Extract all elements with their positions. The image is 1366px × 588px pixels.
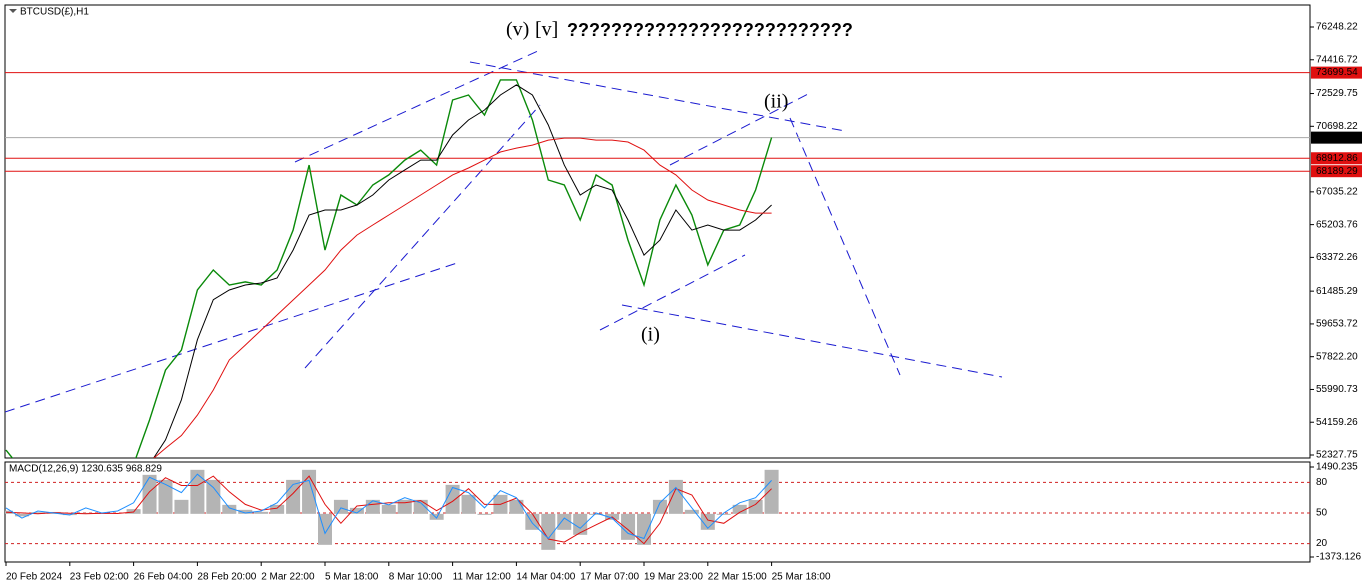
- x-tick-label: 25 Mar 18:00: [772, 572, 831, 583]
- y-tick-label: -1373.126: [1316, 552, 1361, 563]
- x-tick-label: 14 Mar 04:00: [516, 572, 575, 583]
- macd-bar: [158, 479, 173, 514]
- macd-bar: [461, 494, 476, 514]
- macd-bar: [477, 513, 492, 515]
- macd-bar: [445, 484, 460, 514]
- y-tick-label: 76248.22: [1316, 22, 1358, 33]
- wave-question: ??????????????????????????: [567, 20, 853, 40]
- macd-bar: [429, 513, 444, 520]
- level-label: 70064.90: [1316, 132, 1358, 143]
- y-tick-label: 74416.72: [1316, 54, 1358, 65]
- x-tick-label: 8 Mar 10:00: [389, 572, 443, 583]
- wave-label: (ii): [764, 91, 788, 113]
- x-tick-label: 11 Mar 12:00: [453, 572, 512, 583]
- macd-bar: [637, 513, 651, 545]
- wave-label: (i): [641, 324, 660, 346]
- y-tick-label: 65203.76: [1316, 219, 1358, 230]
- trend-line: [669, 92, 811, 166]
- macd-bar: [270, 504, 285, 514]
- main-frame: [4, 4, 1311, 459]
- x-tick-label: 2 Mar 22:00: [261, 572, 315, 583]
- y2-tick-label: 20: [1316, 538, 1328, 549]
- macd-bar: [764, 469, 779, 514]
- macd-bar: [716, 513, 731, 515]
- level-label: 68189.29: [1316, 166, 1358, 177]
- macd-bar: [732, 504, 747, 514]
- macd-bar: [621, 513, 636, 540]
- macd-title: MACD(12,26,9) 1230.635 968.829: [9, 464, 162, 475]
- level-label-box: [1311, 165, 1362, 178]
- level-label: 68912.86: [1316, 153, 1358, 164]
- x-tick-label: 19 Mar 23:00: [644, 572, 703, 583]
- x-tick-label: 26 Feb 04:00: [134, 572, 193, 583]
- macd-bar: [589, 513, 604, 515]
- price-plot: [5, 72, 1310, 458]
- macd-bar: [30, 512, 45, 514]
- macd-bar: [381, 504, 396, 514]
- trend-line: [789, 117, 901, 376]
- y-tick-label: 55990.73: [1316, 384, 1358, 395]
- indicator-line: [5, 475, 772, 545]
- macd-bar: [238, 509, 253, 514]
- macd-bar: [174, 499, 189, 514]
- level-label: 73699.54: [1316, 67, 1358, 78]
- macd-plot: [5, 469, 1310, 550]
- macd-bar: [509, 499, 524, 514]
- trend-line: [304, 104, 541, 369]
- series-line: [5, 79, 773, 458]
- level-label-box: [1311, 131, 1362, 144]
- y2-tick-label: 80: [1316, 477, 1328, 488]
- y-tick-label: 63372.26: [1316, 252, 1358, 263]
- trend-line: [294, 49, 541, 163]
- trend-line: [621, 304, 1003, 378]
- macd-bar: [557, 513, 572, 530]
- y-tick-label: 57822.20: [1316, 351, 1358, 362]
- macd-bar: [142, 474, 157, 514]
- series-line: [153, 137, 772, 458]
- series-line: [153, 84, 772, 458]
- y-tick-label: 1490.235: [1316, 462, 1358, 473]
- symbol-title: BTCUSD(£),H1: [20, 7, 89, 18]
- indicator-line: [5, 473, 772, 540]
- y-tick-label: 72529.75: [1316, 88, 1358, 99]
- x-tick-label: 20 Feb 2024: [6, 572, 63, 583]
- y-tick-label: 52327.75: [1316, 450, 1358, 461]
- macd-bar: [190, 469, 205, 514]
- y2-tick-label: 50: [1316, 508, 1328, 519]
- x-tick-label: 17 Mar 07:00: [580, 572, 639, 583]
- x-tick-label: 5 Mar 18:00: [325, 572, 379, 583]
- macd-bar: [333, 499, 348, 514]
- macd-bar: [349, 507, 364, 514]
- y-tick-label: 54159.26: [1316, 417, 1358, 428]
- x-tick-label: 23 Feb 02:00: [70, 572, 129, 583]
- macd-bar: [700, 513, 715, 530]
- level-label-box: [1311, 66, 1362, 79]
- wave-label: [v]: [535, 19, 558, 41]
- macd-bar: [222, 504, 237, 514]
- level-label-box: [1311, 152, 1362, 165]
- symbol-icon: [9, 9, 17, 13]
- y-tick-label: 59653.72: [1316, 319, 1358, 330]
- wave-label: (v): [506, 19, 529, 41]
- y-tick-label: 67035.22: [1316, 186, 1358, 197]
- macd-bar: [684, 509, 699, 514]
- macd-bar: [254, 511, 269, 514]
- y-tick-label: 70698.22: [1316, 121, 1358, 132]
- macd-bar: [14, 513, 29, 517]
- macd-bar: [397, 499, 412, 514]
- macd-bar: [748, 499, 763, 514]
- macd-bar: [541, 513, 556, 550]
- trend-lines: [5, 49, 1003, 413]
- y-tick-label: 61485.29: [1316, 286, 1358, 297]
- x-tick-label: 28 Feb 20:00: [197, 572, 256, 583]
- macd-bar: [668, 479, 683, 514]
- x-tick-label: 22 Mar 15:00: [708, 572, 767, 583]
- macd-bar: [206, 479, 221, 514]
- macd-bar: [573, 513, 588, 535]
- trend-line: [599, 254, 746, 331]
